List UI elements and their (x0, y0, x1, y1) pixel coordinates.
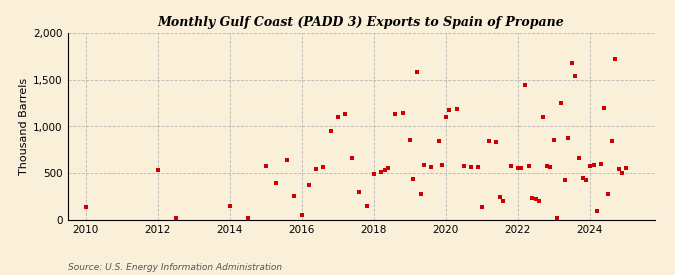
Point (491, 140, 502, 144)
Point (588, 163, 599, 167)
Point (563, 136, 574, 140)
Point (603, 192, 614, 196)
Point (617, 170, 628, 175)
Point (592, 208, 603, 213)
Point (523, 164, 534, 168)
Point (289, 194, 300, 198)
Point (347, 156, 358, 161)
Point (527, 196, 538, 201)
Point (261, 164, 271, 168)
Point (383, 166, 394, 170)
Point (170, 216, 181, 220)
Point (541, 164, 552, 168)
Point (581, 178, 592, 182)
Point (242, 215, 253, 220)
Point (426, 164, 437, 169)
Point (152, 168, 163, 173)
Point (560, 178, 570, 182)
Point (80, 205, 91, 209)
Point (271, 181, 282, 185)
Point (440, 115, 451, 119)
Point (325, 129, 336, 133)
Point (361, 203, 372, 208)
Y-axis label: Thousand Barrels: Thousand Barrels (19, 78, 29, 175)
Point (556, 101, 566, 105)
Point (354, 190, 364, 194)
Point (610, 57, 620, 61)
Point (506, 164, 516, 168)
Point (340, 112, 350, 117)
Point (310, 166, 321, 171)
Point (296, 213, 307, 217)
Point (304, 183, 315, 187)
Point (538, 115, 549, 119)
Point (520, 83, 531, 87)
Point (451, 106, 462, 111)
Point (379, 167, 390, 172)
Point (444, 108, 455, 112)
Point (390, 112, 401, 117)
Point (595, 162, 606, 167)
Point (412, 70, 423, 75)
Point (397, 111, 408, 116)
Point (552, 216, 563, 220)
Point (433, 139, 444, 144)
Point (494, 194, 505, 199)
Point (318, 164, 329, 169)
Point (566, 61, 577, 65)
Point (599, 106, 610, 110)
Point (516, 166, 527, 170)
Point (332, 115, 343, 119)
Point (437, 163, 448, 167)
Point (585, 164, 595, 168)
Point (498, 199, 509, 204)
Point (534, 199, 545, 204)
Point (282, 158, 293, 162)
Point (483, 139, 494, 144)
Point (570, 74, 581, 78)
Point (375, 170, 386, 175)
Point (531, 197, 541, 201)
Point (224, 203, 235, 208)
Point (614, 167, 624, 171)
Point (418, 163, 429, 167)
Text: Source: U.S. Energy Information Administration: Source: U.S. Energy Information Administ… (68, 263, 281, 272)
Point (620, 166, 631, 170)
Point (549, 138, 560, 142)
Point (577, 176, 588, 180)
Point (415, 192, 426, 196)
Point (466, 164, 477, 169)
Point (408, 177, 418, 181)
Point (512, 166, 523, 170)
Point (606, 139, 617, 144)
Point (458, 164, 469, 168)
Title: Monthly Gulf Coast (PADD 3) Exports to Spain of Propane: Monthly Gulf Coast (PADD 3) Exports to S… (158, 16, 564, 29)
Point (404, 138, 415, 142)
Point (369, 172, 379, 176)
Point (472, 164, 483, 169)
Point (477, 205, 487, 209)
Point (574, 156, 585, 161)
Point (545, 164, 556, 169)
